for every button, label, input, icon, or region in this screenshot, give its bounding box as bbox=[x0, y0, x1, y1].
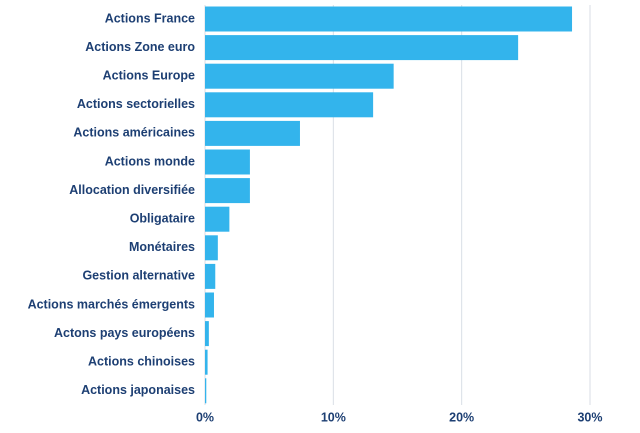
y-tick-label: Actions Zone euro bbox=[85, 40, 195, 54]
bar bbox=[205, 235, 218, 261]
y-tick-label: Allocation diversifiée bbox=[69, 183, 195, 197]
y-tick-label: Actions monde bbox=[105, 154, 195, 168]
y-tick-label: Actions France bbox=[105, 11, 195, 25]
bar bbox=[205, 120, 300, 146]
bar bbox=[205, 35, 519, 61]
y-tick-label: Actions japonaises bbox=[81, 383, 195, 397]
y-tick-label: Monétaires bbox=[129, 240, 195, 254]
y-tick-label: Actons pays européens bbox=[54, 326, 195, 340]
y-tick-label: Gestion alternative bbox=[82, 269, 195, 283]
bar bbox=[205, 92, 374, 118]
x-tick-label: 10% bbox=[321, 410, 346, 424]
bar bbox=[205, 6, 573, 32]
bar bbox=[205, 349, 208, 375]
bar bbox=[205, 263, 216, 289]
y-tick-label: Actions marchés émergents bbox=[28, 297, 195, 311]
y-tick-label: Actions américaines bbox=[73, 126, 195, 140]
bar bbox=[205, 206, 230, 232]
x-tick-label: 0% bbox=[196, 410, 214, 424]
bar bbox=[205, 149, 250, 175]
x-tick-label: 20% bbox=[449, 410, 474, 424]
y-tick-label: Actions Europe bbox=[103, 68, 195, 82]
y-tick-label: Actions sectorielles bbox=[77, 97, 195, 111]
bar bbox=[205, 178, 250, 204]
bar bbox=[205, 292, 214, 318]
y-tick-label: Actions chinoises bbox=[88, 354, 195, 368]
x-tick-label: 30% bbox=[577, 410, 602, 424]
bar bbox=[205, 378, 207, 404]
bar bbox=[205, 321, 209, 347]
bar bbox=[205, 63, 394, 89]
y-tick-label: Obligataire bbox=[130, 211, 195, 225]
